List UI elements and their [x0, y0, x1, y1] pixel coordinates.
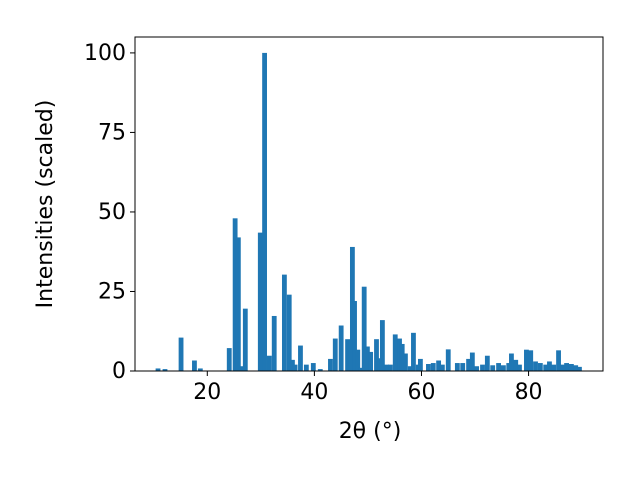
y-tick-label: 50 — [98, 200, 126, 225]
bar — [235, 237, 241, 371]
bar — [460, 363, 466, 371]
bar — [407, 366, 413, 371]
bar — [226, 348, 232, 371]
bar — [480, 364, 485, 371]
bar — [547, 361, 552, 371]
bar — [496, 363, 501, 371]
bar — [568, 364, 574, 371]
bar — [232, 218, 238, 371]
bar — [524, 349, 529, 371]
bar — [506, 363, 512, 371]
bar — [436, 360, 442, 371]
bar — [317, 369, 323, 371]
bar — [474, 366, 480, 371]
bar — [192, 360, 197, 371]
bar — [411, 332, 416, 371]
bar — [162, 369, 168, 371]
bar — [426, 364, 431, 371]
bar — [239, 366, 244, 371]
bar — [155, 368, 161, 371]
bar — [528, 350, 534, 371]
bar — [374, 339, 379, 371]
bar — [564, 363, 569, 371]
bar — [332, 338, 338, 371]
y-tick-label: 75 — [98, 120, 126, 145]
bar — [560, 364, 566, 371]
bar — [513, 359, 519, 371]
bar — [358, 367, 363, 371]
bar — [361, 286, 367, 371]
bar — [262, 52, 267, 372]
y-axis-label: Intensities (scaled) — [33, 100, 58, 309]
bar — [292, 364, 298, 371]
bar — [286, 294, 292, 371]
bar — [439, 364, 445, 371]
bar — [197, 368, 203, 371]
bar — [338, 325, 344, 371]
bar — [379, 320, 385, 371]
x-tick-label: 80 — [515, 380, 543, 405]
bar — [364, 346, 370, 371]
bar — [484, 355, 490, 371]
bar — [403, 353, 408, 371]
y-tick-label: 0 — [112, 359, 126, 384]
bar — [454, 363, 460, 371]
bar — [352, 301, 357, 371]
x-tick-label: 20 — [193, 380, 221, 405]
y-tick-label: 100 — [84, 41, 126, 66]
bar — [242, 308, 248, 371]
bar — [290, 359, 295, 371]
bar — [430, 363, 436, 371]
bar — [417, 358, 423, 371]
bar — [573, 365, 579, 371]
bar — [466, 358, 472, 371]
bar — [310, 363, 316, 371]
bar — [303, 364, 309, 371]
bar — [490, 365, 496, 371]
bar — [543, 364, 549, 371]
y-tick-label: 25 — [98, 279, 126, 304]
bar — [509, 353, 514, 371]
x-tick-label: 40 — [300, 380, 328, 405]
x-tick-label: 60 — [407, 380, 435, 405]
bar — [533, 361, 538, 371]
bar — [328, 358, 333, 371]
bar — [355, 349, 361, 371]
bar — [399, 343, 405, 371]
bar — [397, 338, 402, 371]
bar — [500, 365, 506, 371]
bar — [178, 337, 184, 371]
bar — [271, 315, 277, 371]
bar — [577, 366, 582, 371]
bar — [392, 334, 398, 371]
plot-frame — [134, 36, 604, 372]
bar — [384, 364, 390, 371]
bar — [445, 349, 451, 371]
bar — [298, 345, 303, 371]
bar — [281, 274, 287, 371]
bar — [377, 358, 383, 371]
bar — [257, 232, 263, 371]
bar — [469, 352, 475, 371]
bar — [368, 351, 374, 371]
bar — [551, 364, 557, 371]
bar — [556, 350, 561, 371]
bar — [345, 339, 350, 371]
bar — [388, 364, 393, 371]
bar — [266, 355, 272, 371]
bar — [517, 364, 522, 371]
x-axis-label: 2θ (°) — [339, 419, 402, 444]
bar — [537, 363, 543, 371]
